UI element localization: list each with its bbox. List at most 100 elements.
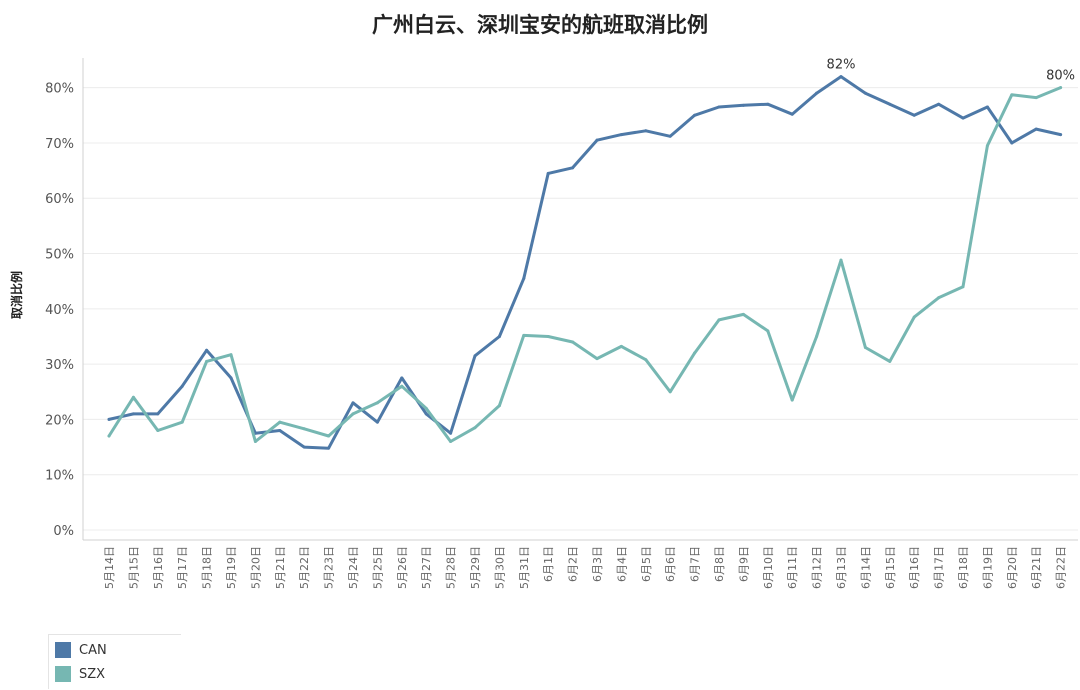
x-tick-label: 5月30日 [493,546,506,589]
y-tick-label: 0% [53,524,74,539]
data-point-szx [1059,86,1063,90]
data-point-szx [131,395,135,399]
x-tick-label: 6月15日 [884,546,897,589]
x-tick-label: 6月20日 [1006,546,1019,589]
data-point-szx [693,351,697,355]
data-point-can [1034,127,1038,131]
y-tick-label: 30% [45,358,74,373]
data-point-can [741,103,745,107]
data-point-szx [619,344,623,348]
data-point-szx [229,353,233,357]
data-point-szx [717,318,721,322]
data-point-szx [668,390,672,394]
legend-item-can[interactable]: CAN [55,641,107,659]
y-tick-label: 10% [45,469,74,484]
x-tick-label: 5月16日 [152,546,165,589]
series-line-szx [107,86,1063,443]
data-point-can [229,376,233,380]
data-point-szx [522,333,526,337]
x-tick-label: 6月12日 [811,546,824,589]
data-point-szx [400,384,404,388]
data-point-can [619,133,623,137]
x-tick-label: 5月23日 [323,546,336,589]
data-point-szx [815,334,819,338]
data-point-can [302,445,306,449]
x-tick-label: 5月19日 [225,546,238,589]
data-point-can [815,91,819,95]
legend-label-can: CAN [79,642,107,658]
data-point-can [644,129,648,133]
y-axis-label: 取消比例 [9,271,24,319]
data-point-szx [497,404,501,408]
data-point-can [473,354,477,358]
data-point-szx [766,329,770,333]
data-point-szx [180,420,184,424]
data-point-szx [644,358,648,362]
x-tick-label: 6月11日 [786,546,799,589]
data-point-can [937,102,941,106]
data-point-can [424,412,428,416]
x-tick-label: 5月18日 [201,546,214,589]
x-tick-label: 6月1日 [542,546,555,582]
data-point-szx [863,346,867,350]
data-point-can [180,384,184,388]
x-tick-label: 5月27日 [420,546,433,589]
x-tick-label: 6月19日 [981,546,994,589]
y-tick-label: 40% [45,303,74,318]
x-tick-label: 6月7日 [689,546,702,582]
series-line-can [107,75,1063,450]
data-point-can [888,102,892,106]
x-tick-label: 6月16日 [908,546,921,589]
data-point-szx [473,426,477,430]
data-point-can [1059,133,1063,137]
data-point-can [449,431,453,435]
data-point-can [351,401,355,405]
data-point-can [327,446,331,450]
x-tick-label: 5月29日 [469,546,482,589]
chart-title: 广州白云、深圳宝安的航班取消比例 [372,12,708,37]
data-point-can [693,113,697,117]
data-point-can [595,138,599,142]
data-point-szx [839,258,843,262]
x-tick-label: 5月21日 [274,546,287,589]
data-point-szx [375,401,379,405]
x-tick-label: 5月31日 [518,546,531,589]
legend: CAN SZX [48,634,181,689]
data-point-can [571,166,575,170]
y-tick-label: 80% [45,82,74,97]
data-point-can [961,116,965,120]
data-point-can [497,334,501,338]
data-point-szx [741,312,745,316]
data-point-szx [327,434,331,438]
x-tick-label: 5月24日 [347,546,360,589]
x-axis-ticks: 5月14日 5月15日 5月16日 5月17日 5月18日 5月19日 5月20日 5月21日… [103,546,1068,589]
x-tick-label: 6月21日 [1030,546,1043,589]
x-tick-label: 5月17日 [176,546,189,589]
legend-item-szx[interactable]: SZX [55,665,105,683]
x-tick-label: 6月9日 [737,546,750,582]
x-tick-label: 5月20日 [249,546,262,589]
x-tick-label: 6月13日 [835,546,848,589]
data-point-szx [351,412,355,416]
data-point-can [668,134,672,138]
data-label: 82% [827,58,856,73]
data-point-szx [253,440,257,444]
data-point-szx [107,434,111,438]
data-point-can [790,112,794,116]
data-point-can [717,105,721,109]
y-tick-label: 60% [45,192,74,207]
data-point-szx [424,406,428,410]
x-tick-label: 5月14日 [103,546,116,589]
series-layer [107,75,1063,450]
data-point-szx [449,440,453,444]
x-tick-label: 6月6日 [664,546,677,582]
y-tick-label: 70% [45,137,74,152]
legend-swatch-szx [55,666,71,682]
data-point-can [205,348,209,352]
x-tick-label: 6月18日 [957,546,970,589]
data-point-can [400,376,404,380]
x-tick-label: 5月15日 [127,546,140,589]
gridlines [82,58,1078,541]
data-point-szx [888,359,892,363]
